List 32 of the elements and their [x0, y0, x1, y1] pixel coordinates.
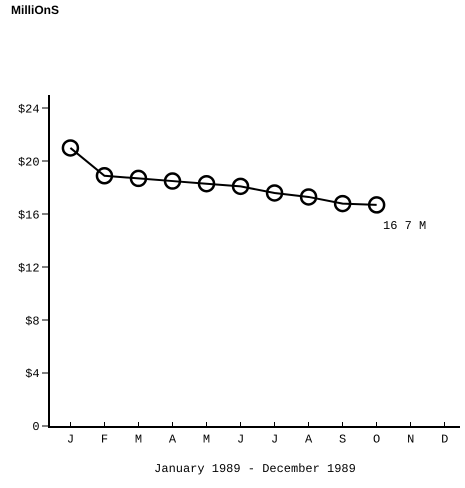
y-tick-label: $8: [25, 314, 40, 328]
point: [62, 139, 80, 157]
x-axis-title: January 1989 - December 1989: [154, 462, 356, 476]
point: [198, 174, 216, 192]
x-tick-label: J: [270, 432, 278, 446]
y-tick-label: $20: [18, 155, 40, 170]
x-tick-label: J: [236, 432, 244, 446]
point: [96, 167, 114, 185]
y-tick-label: $4: [25, 367, 40, 382]
x-tick-label: J: [66, 432, 74, 446]
y-tick-label: 0: [32, 420, 40, 434]
y-tick-label: $24: [18, 102, 40, 116]
point: [334, 194, 352, 212]
x-tick-label: S: [339, 432, 346, 446]
point: [232, 178, 250, 196]
x-tick-label: N: [407, 432, 414, 446]
y-tick-label: $16: [18, 208, 40, 222]
point: [164, 172, 182, 190]
point: [130, 170, 148, 188]
x-tick-label: M: [134, 432, 142, 446]
point: [368, 196, 386, 214]
x-tick-label: A: [304, 432, 313, 446]
annotation: 16 7 M: [383, 219, 426, 233]
x-tick-label: D: [441, 432, 448, 446]
point: [266, 184, 284, 202]
x-tick-label: A: [168, 432, 177, 446]
x-tick-label: F: [100, 432, 108, 446]
point: [300, 188, 318, 206]
y-tick-label: $12: [18, 261, 40, 276]
x-tick-label: O: [373, 432, 380, 446]
x-tick-label: M: [202, 432, 210, 446]
text: MilliOnS: [11, 3, 59, 17]
